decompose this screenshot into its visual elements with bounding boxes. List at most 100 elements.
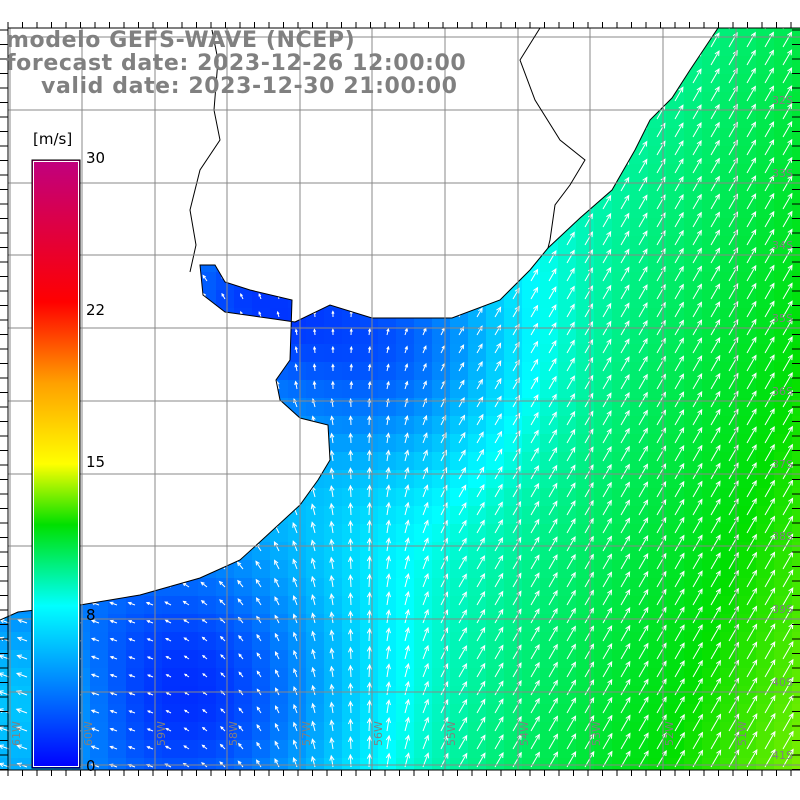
field-cell [738,200,757,219]
field-cell [180,704,199,723]
field-cell [720,28,739,39]
wind-arrow [782,443,793,462]
field-cell [486,650,505,669]
field-cell [612,344,631,363]
wind-arrow [692,193,702,210]
field-cell [198,704,217,723]
field-cell [396,614,415,633]
field-cell [558,650,577,669]
field-cell [702,596,721,615]
wind-arrow [746,85,756,102]
field-cell [396,362,415,381]
field-cell [468,452,487,471]
wind-arrow [494,377,502,390]
wind-arrow [728,498,739,516]
wind-arrow [566,267,575,282]
field-cell [468,578,487,597]
field-cell [468,524,487,543]
wind-arrow [349,380,354,390]
field-cell [378,452,397,471]
field-cell [594,272,613,291]
field-cell [324,326,343,345]
field-cell [306,722,325,741]
field-cell [486,704,505,723]
field-cell [288,722,307,741]
latitude-label: 32S [772,94,793,107]
field-cell [360,542,379,561]
field-cell [108,758,127,770]
wind-arrow [638,176,648,192]
wind-arrow [692,122,702,138]
wind-arrow [764,443,775,462]
field-cell [738,578,757,597]
field-cell [612,488,631,507]
wind-arrow [548,482,558,498]
field-cell [738,56,757,75]
field-cell [396,506,415,525]
field-cell [630,344,649,363]
field-cell [774,398,793,417]
wind-arrow [548,286,557,300]
field-cell [270,686,289,705]
wind-arrow [620,463,630,480]
wind-arrow [764,157,775,174]
field-cell [702,272,721,291]
field-cell [324,362,343,381]
field-cell [378,614,397,633]
field-cell [108,632,127,651]
wind-arrow [602,248,612,264]
wind-arrow [348,449,354,462]
field-cell [180,668,199,687]
field-cell [702,542,721,561]
field-cell [774,506,793,525]
wind-arrow [404,449,410,462]
field-cell [414,452,433,471]
field-cell [756,92,775,111]
field-cell [486,632,505,651]
field-cell [720,38,739,57]
field-cell [684,722,703,741]
field-cell [792,416,800,435]
wind-arrow [692,337,703,354]
field-cell [288,578,307,597]
field-cell [360,416,379,435]
wind-arrow [440,502,448,516]
wind-arrow [458,414,466,426]
wind-arrow [674,427,685,444]
wind-arrow [602,463,612,480]
field-cell [540,650,559,669]
wind-arrow [674,391,685,408]
field-cell [270,668,289,687]
field-cell [468,740,487,759]
wind-arrow [440,484,448,498]
wind-arrow [692,86,702,102]
field-cell [666,110,685,129]
field-cell [432,686,451,705]
wind-arrow [349,363,353,372]
field-cell [414,398,433,417]
field-cell [342,506,361,525]
wind-arrow [746,426,757,444]
field-cell [774,326,793,345]
wind-arrow [620,248,630,264]
field-cell [126,632,145,651]
wind-arrow [310,503,316,516]
wind-arrow [566,249,575,264]
field-cell [684,290,703,309]
field-cell [162,686,181,705]
field-cell [252,740,271,759]
field-cell [630,164,649,183]
field-cell [774,110,793,129]
field-cell [468,632,487,651]
field-cell [648,128,667,147]
field-cell [558,542,577,561]
wind-arrow [710,336,721,354]
wind-arrow [348,415,353,426]
field-cell [396,686,415,705]
field-cell [252,560,271,579]
wind-arrow [782,31,793,48]
field-cell [720,164,739,183]
wind-arrow [476,361,483,372]
wind-arrow [548,446,558,462]
field-cell [522,632,541,651]
